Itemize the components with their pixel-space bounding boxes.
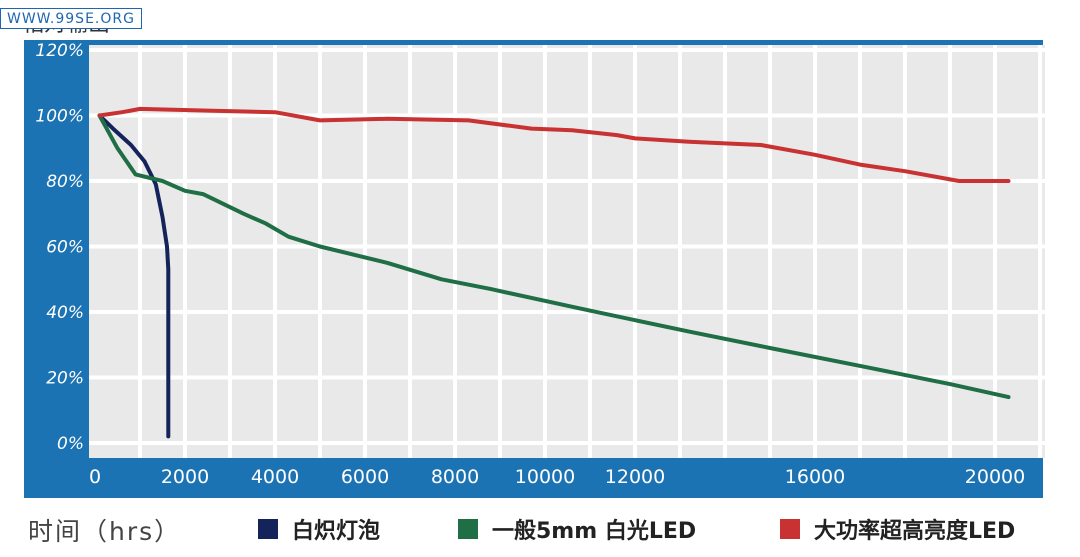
x-tick-label: 16000: [785, 466, 845, 488]
legend-swatch-5mm-led: [458, 519, 478, 539]
x-tick-label: 10000: [515, 466, 575, 488]
x-tick-label: 20000: [965, 466, 1025, 488]
x-tick-label: 2000: [161, 466, 209, 488]
legend-label-5mm-led: 一般5mm 白光LED: [492, 519, 697, 544]
legend: 时间（hrs） 白炽灯泡 一般5mm 白光LED 大功率超高亮度LED: [0, 504, 1080, 554]
y-tick-label: 0%: [57, 434, 84, 454]
legend-label-incandescent: 白炽灯泡: [292, 519, 381, 544]
legend-item-5mm-led: 一般5mm 白光LED: [458, 513, 696, 545]
y-tick-label: 20%: [46, 369, 84, 389]
y-tick-label: 60%: [46, 238, 84, 258]
legend-item-incandescent: 白炽灯泡: [258, 513, 380, 545]
series-line-incandescent: [97, 113, 171, 439]
legend-item-high-power-led: 大功率超高亮度LED: [780, 513, 1015, 545]
series-line-5mm-led: [97, 113, 1011, 400]
x-tick-label: 0: [89, 466, 101, 488]
watermark: WWW.99SE.ORG: [0, 8, 142, 29]
x-axis-title: 时间（hrs）: [28, 517, 182, 546]
x-tick-label: 6000: [341, 466, 389, 488]
series-line-high-power-led: [97, 106, 1011, 183]
legend-swatch-high-power-led: [780, 519, 800, 539]
y-tick-label: 40%: [46, 303, 84, 323]
x-tick-label: 4000: [251, 466, 299, 488]
y-tick-label: 100%: [35, 107, 84, 127]
x-tick-label: 12000: [605, 466, 665, 488]
legend-swatch-incandescent: [258, 519, 278, 539]
x-tick-label: 8000: [431, 466, 479, 488]
legend-label-high-power-led: 大功率超高亮度LED: [814, 519, 1016, 544]
y-tick-label: 80%: [46, 172, 84, 192]
y-tick-label: 120%: [35, 41, 84, 61]
